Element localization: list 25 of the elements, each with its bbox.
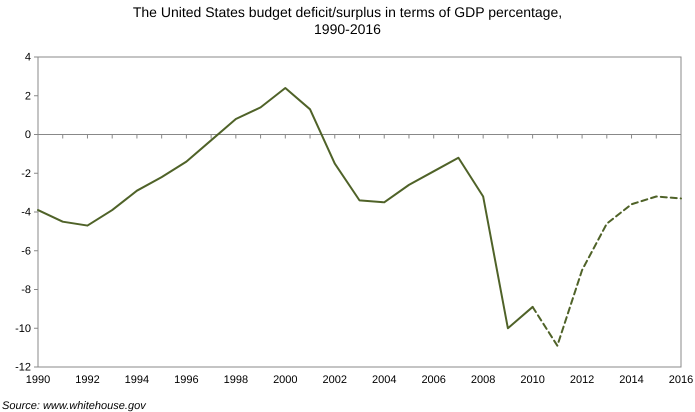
y-tick-label: -8 [21, 284, 31, 296]
x-tick-label: 1996 [174, 374, 199, 386]
y-tick-label: 0 [24, 129, 31, 142]
y-tick-label: 4 [24, 52, 31, 64]
x-tick-label: 2006 [421, 374, 446, 386]
x-tick-label: 2010 [520, 374, 545, 386]
x-tick-label: 2004 [372, 374, 396, 386]
y-tick-label: -2 [21, 168, 31, 180]
x-tick-label: 2014 [619, 374, 644, 386]
y-tick-label: -4 [21, 206, 31, 219]
chart-title: The United States budget deficit/surplus in terms of GDP percentage, 1990-2016 [132, 4, 562, 37]
y-tick-label: -6 [21, 245, 31, 258]
x-tick-label: 2000 [273, 374, 298, 386]
y-tick-label: 2 [24, 90, 31, 102]
x-tick-label: 2012 [570, 374, 594, 386]
x-tick-label: 2016 [668, 374, 694, 386]
x-tick-label: 1990 [26, 374, 50, 386]
y-tick-label: -12 [15, 362, 31, 374]
x-tick-label: 2008 [470, 374, 496, 386]
y-tick-label: -10 [15, 322, 31, 335]
x-tick-label: 1994 [124, 374, 150, 386]
source-note: Source: www.whitehouse.gov [2, 400, 148, 412]
x-tick-label: 1992 [75, 374, 100, 386]
x-tick-label: 1998 [224, 374, 248, 386]
x-tick-label: 2002 [322, 374, 348, 386]
